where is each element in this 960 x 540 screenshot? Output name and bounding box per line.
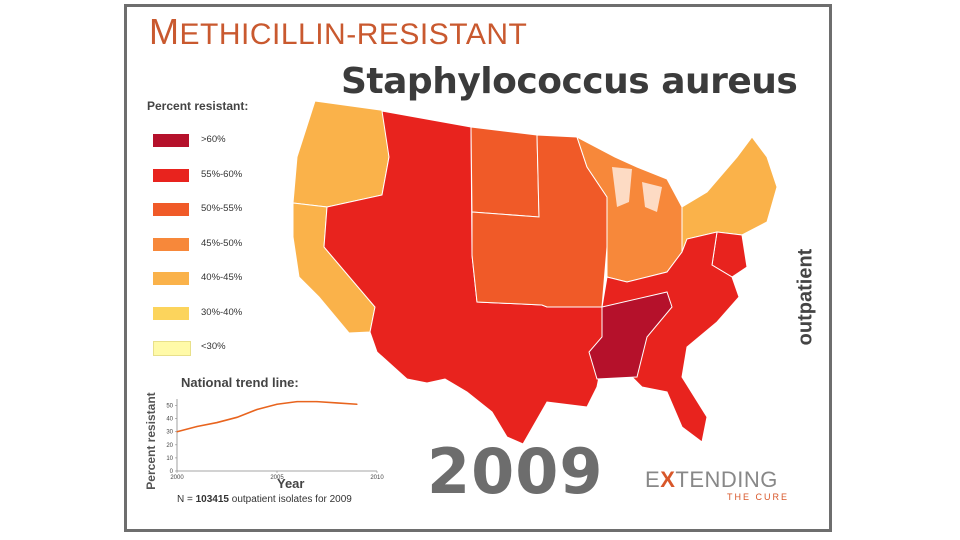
- legend-label: 45%-50%: [201, 237, 243, 249]
- trend-point: [336, 402, 338, 404]
- year-label: 2009: [427, 435, 604, 508]
- trend-point: [296, 401, 298, 403]
- note-count: 103415: [195, 494, 229, 505]
- logo-tending: TENDING: [675, 467, 778, 492]
- trend-x-tick-label: 2000: [170, 475, 184, 481]
- legend-label: >60%: [201, 134, 226, 145]
- region-deep-south: [588, 291, 673, 380]
- legend-swatch: [153, 272, 189, 285]
- trend-point: [196, 425, 198, 428]
- trend-ylabel: Percent resistant: [144, 392, 158, 490]
- trend-point: [176, 431, 178, 433]
- trend-line: [176, 400, 358, 433]
- region-northern-plains: [470, 126, 540, 218]
- trend-point: [276, 403, 278, 405]
- trend-y-tick-label: 50: [166, 404, 173, 410]
- legend-swatch: [153, 306, 189, 320]
- infographic-frame: METHICILLIN-RESISTANT Staphylococcus aur…: [124, 4, 832, 532]
- note-prefix: N =: [177, 494, 196, 505]
- legend-swatch: [153, 168, 189, 182]
- trend-chart: 0 10 20 30 40 50 2000 2005 2010: [166, 399, 384, 481]
- title-initial: M: [149, 11, 180, 52]
- trend-y-tick-label: 0: [170, 469, 174, 475]
- trend-x-tick-label: 2005: [270, 475, 284, 481]
- title-rest: ETHICILLIN-RESISTANT: [179, 18, 528, 51]
- extending-the-cure-logo: EXTENDING THE CURE: [645, 467, 810, 517]
- legend-swatch: [153, 134, 189, 147]
- legend-label: 55%-60%: [201, 168, 243, 180]
- trend-point: [356, 403, 358, 405]
- trend-ylabel-wrap: Percent resistant: [141, 392, 161, 490]
- trend-point: [236, 416, 238, 418]
- legend-swatch: [153, 237, 189, 251]
- outpatient-label: outpatient: [794, 248, 817, 346]
- trend-note: N = 103415 outpatient isolates for 2009: [177, 494, 352, 505]
- legend-title: Percent resistant:: [147, 99, 249, 113]
- note-suffix: outpatient isolates for 2009: [229, 494, 352, 505]
- legend-label: <30%: [201, 341, 226, 352]
- legend-label: 30%-40%: [201, 306, 243, 318]
- legend-label: 50%-55%: [201, 203, 243, 214]
- trend-point: [256, 408, 258, 411]
- region-pacific-northwest: [292, 100, 390, 208]
- logo-subtitle: THE CURE: [727, 492, 790, 502]
- trend-xlabel: Year: [277, 476, 305, 491]
- logo-e: E: [645, 467, 661, 492]
- legend-label: 40%-45%: [201, 272, 243, 283]
- trend-y-tick-label: 20: [166, 443, 173, 449]
- trend-point: [316, 401, 318, 403]
- trend-point: [216, 421, 218, 424]
- trend-y-tick-label: 40: [166, 417, 173, 423]
- trend-title: National trend line:: [181, 375, 299, 390]
- title-staphylococcus-aureus: Staphylococcus aureus: [341, 61, 798, 102]
- title-methicillin-resistant: METHICILLIN-RESISTANT: [149, 14, 528, 52]
- outpatient-label-wrap: outpatient: [795, 237, 817, 357]
- legend-swatch: [153, 341, 191, 356]
- trend-x-tick-label: 2010: [370, 475, 384, 481]
- logo-x: X: [660, 467, 676, 492]
- trend-y-tick-label: 30: [166, 430, 173, 436]
- logo-text: EXTENDING: [645, 467, 778, 493]
- trend-y-tick-label: 10: [166, 456, 173, 462]
- us-map: [292, 100, 778, 445]
- legend-swatch: [153, 203, 189, 216]
